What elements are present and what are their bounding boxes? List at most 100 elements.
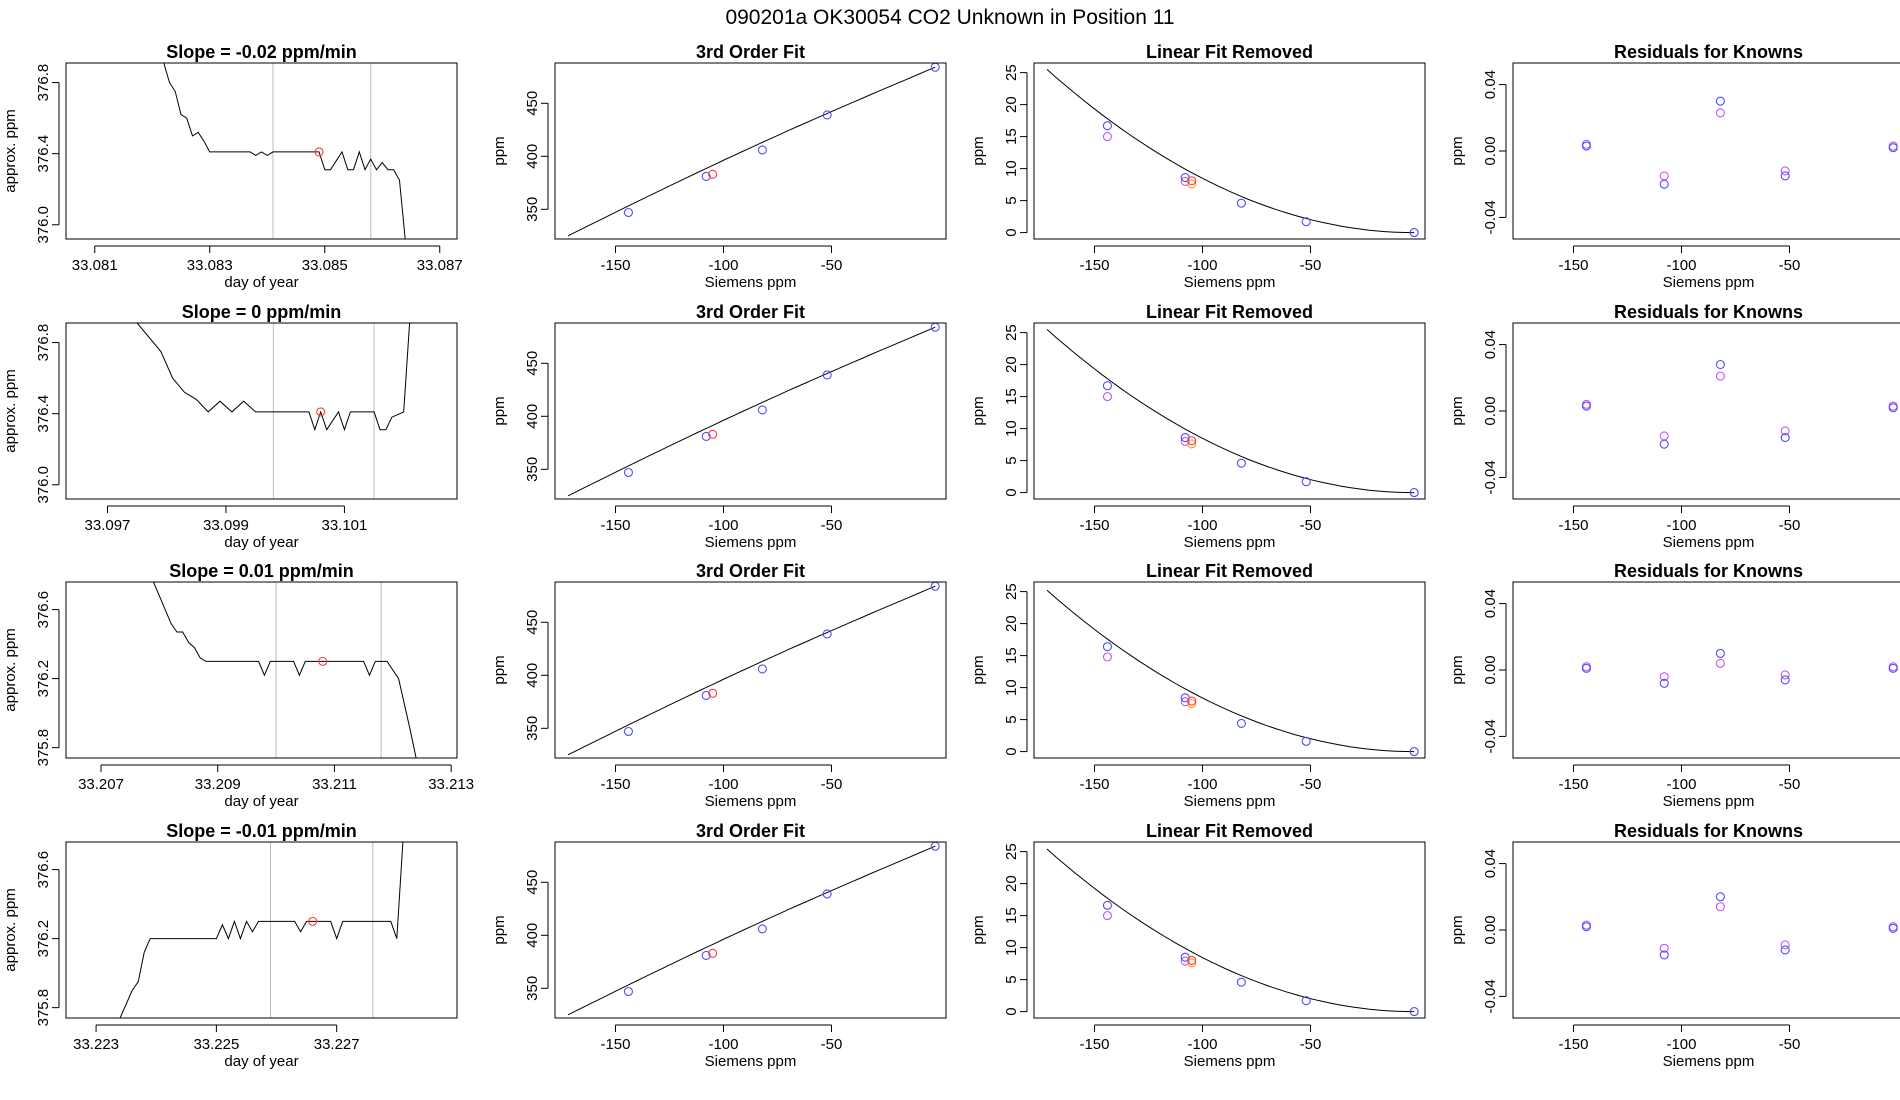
y-tick-label: 15 [1003,388,1020,405]
fit-curve-line [1046,69,1415,234]
x-tick-label: -100 [1187,776,1217,793]
known-point [1659,678,1669,688]
known-point-alt [1102,392,1112,402]
known-point [623,467,633,478]
known-point [1102,642,1112,652]
panel-title: Slope = 0.01 ppm/min [169,561,354,581]
y-tick-label: 376.4 [35,395,52,433]
unknown-point [1187,955,1197,965]
y-tick-label: 376.8 [35,64,52,102]
x-axis-label: Siemens ppm [1184,793,1276,810]
y-tick-label: 0 [1003,747,1020,755]
x-tick-label: 33.225 [193,1036,239,1053]
y-tick-label: 15 [1003,907,1020,924]
y-tick-label: 400 [524,144,541,169]
panel-trace-row-3: Slope = 0.01 ppm/min 33.207 33.209 33.211 33… [2,561,474,810]
plot-area [567,845,936,1016]
y-tick-label: 350 [524,197,541,222]
known-point [1581,141,1591,151]
x-tick-label: -150 [600,1036,630,1053]
y-axis-label: ppm [970,136,987,165]
x-tick-label: -150 [600,257,630,274]
y-axis-label: approx. ppm [2,888,19,971]
known-point [1409,747,1419,757]
x-tick-label: 33.085 [302,257,348,274]
y-tick-label: 10 [1003,939,1020,956]
x-tick-label: -100 [708,517,738,534]
fit-curve-line [567,326,936,497]
x-tick-label: -100 [708,1036,738,1053]
y-tick-label: -0.04 [1482,200,1499,234]
known-point [623,726,633,737]
x-tick-label: -150 [600,776,630,793]
y-tick-label: 400 [524,663,541,688]
analyzer-trace-line [119,842,404,1018]
plot-area [567,585,936,756]
plot-area [1046,848,1415,1013]
known-point [701,690,711,700]
y-tick-label: 400 [524,404,541,429]
known-point [1301,217,1311,227]
y-axis-label: ppm [1449,396,1466,425]
x-tick-label: -150 [600,517,630,534]
known-point [822,110,832,120]
plot-frame [554,581,947,759]
plot-frame [1512,62,1900,240]
x-tick-label: -150 [1558,517,1588,534]
x-tick-label: -50 [1300,1036,1322,1053]
known-point [1409,488,1419,498]
y-tick-label: 10 [1003,420,1020,437]
plot-area [567,326,936,497]
x-axis-label: Siemens ppm [1663,274,1755,291]
y-axis-label: ppm [970,396,987,425]
x-axis-label: Siemens ppm [1663,534,1755,551]
panel-title: Linear Fit Removed [1146,302,1313,322]
known-point [1888,923,1898,933]
y-tick-label: 20 [1003,615,1020,632]
plot-area [119,842,404,1018]
known-point-alt [1659,171,1669,181]
x-tick-label: -150 [1079,1036,1109,1053]
plot-frame [65,322,458,500]
y-tick-label: 0 [1003,488,1020,496]
known-point [1236,198,1246,208]
plot-frame [1512,841,1900,1019]
panel-title: Linear Fit Removed [1146,561,1313,581]
x-tick-label: -100 [1666,1036,1696,1053]
x-tick-label: -50 [821,257,843,274]
x-tick-label: -100 [1187,517,1217,534]
x-axis-label: Siemens ppm [1663,1053,1755,1070]
panel-title: 3rd Order Fit [696,561,805,581]
y-tick-label: 5 [1003,196,1020,204]
plot-frame [65,581,458,759]
known-point [1581,401,1591,411]
x-tick-label: -100 [708,257,738,274]
x-tick-label: 33.097 [85,517,131,534]
known-point [1236,458,1246,468]
panel-title: Residuals for Knowns [1614,42,1803,62]
x-tick-label: -50 [821,517,843,534]
known-point [623,986,633,997]
known-point-alt [1102,132,1112,142]
panel-fit-row-4: 3rd Order Fit -150 -100 -50 350 400 450 Siemens… [491,821,947,1070]
known-point-alt [1715,902,1725,912]
known-point-alt [1780,940,1790,950]
panel-title: Slope = 0 ppm/min [182,302,342,322]
known-point [1659,439,1669,449]
x-tick-label: 33.099 [203,517,249,534]
known-point [701,431,711,441]
known-point-alt [1780,670,1790,680]
y-tick-label: 450 [524,351,541,376]
y-axis-label: ppm [491,136,508,165]
panel-title: Linear Fit Removed [1146,821,1313,841]
known-point [623,207,633,218]
y-tick-label: 20 [1003,356,1020,373]
x-tick-label: 33.101 [321,517,367,534]
x-tick-label: 33.209 [195,776,241,793]
x-tick-label: 33.081 [72,257,118,274]
panel-title: Slope = -0.02 ppm/min [166,42,357,62]
unknown-point-alt [1187,699,1197,709]
known-point [1409,228,1419,238]
plot-frame [1033,581,1426,759]
